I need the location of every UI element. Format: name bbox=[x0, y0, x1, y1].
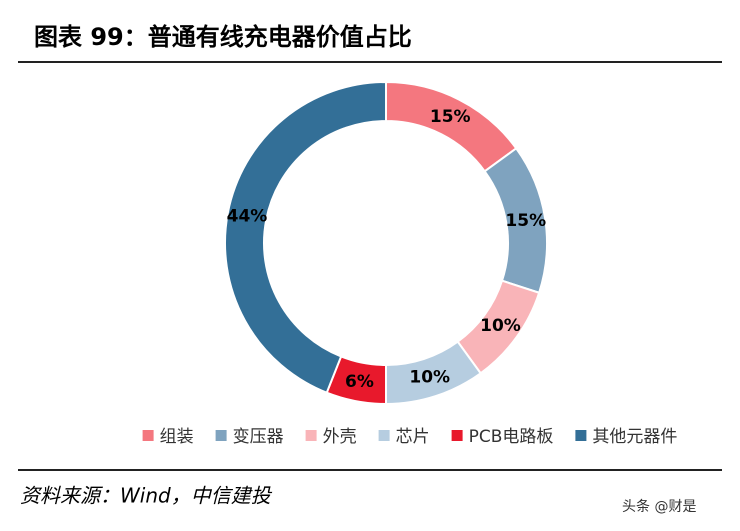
legend-swatch bbox=[378, 430, 390, 441]
watermark: 头条 @财是 bbox=[622, 498, 696, 515]
legend-swatch bbox=[575, 430, 587, 441]
value-label: 15% bbox=[505, 211, 546, 231]
source-note: 资料来源：Wind，中信建投 bbox=[20, 484, 273, 508]
value-label: 44% bbox=[227, 206, 268, 226]
value-label: 10% bbox=[480, 316, 521, 336]
legend-label: 芯片 bbox=[396, 427, 430, 447]
legend-swatch bbox=[451, 430, 463, 441]
legend-swatch bbox=[305, 430, 317, 441]
slice bbox=[224, 80, 387, 394]
legend-label: 其他元器件 bbox=[592, 427, 677, 447]
value-label: 10% bbox=[409, 368, 450, 388]
value-label: 15% bbox=[430, 107, 471, 127]
chart-title: 图表 99：普通有线充电器价值占比 bbox=[34, 23, 412, 51]
legend-swatch bbox=[142, 430, 154, 441]
legend-label: 组装 bbox=[160, 427, 194, 447]
value-label: 6% bbox=[345, 372, 374, 392]
legend-label: 外壳 bbox=[323, 427, 357, 447]
legend-label: 变压器 bbox=[233, 427, 284, 447]
legend-swatch bbox=[215, 430, 227, 441]
legend-label: PCB电路板 bbox=[469, 427, 554, 447]
